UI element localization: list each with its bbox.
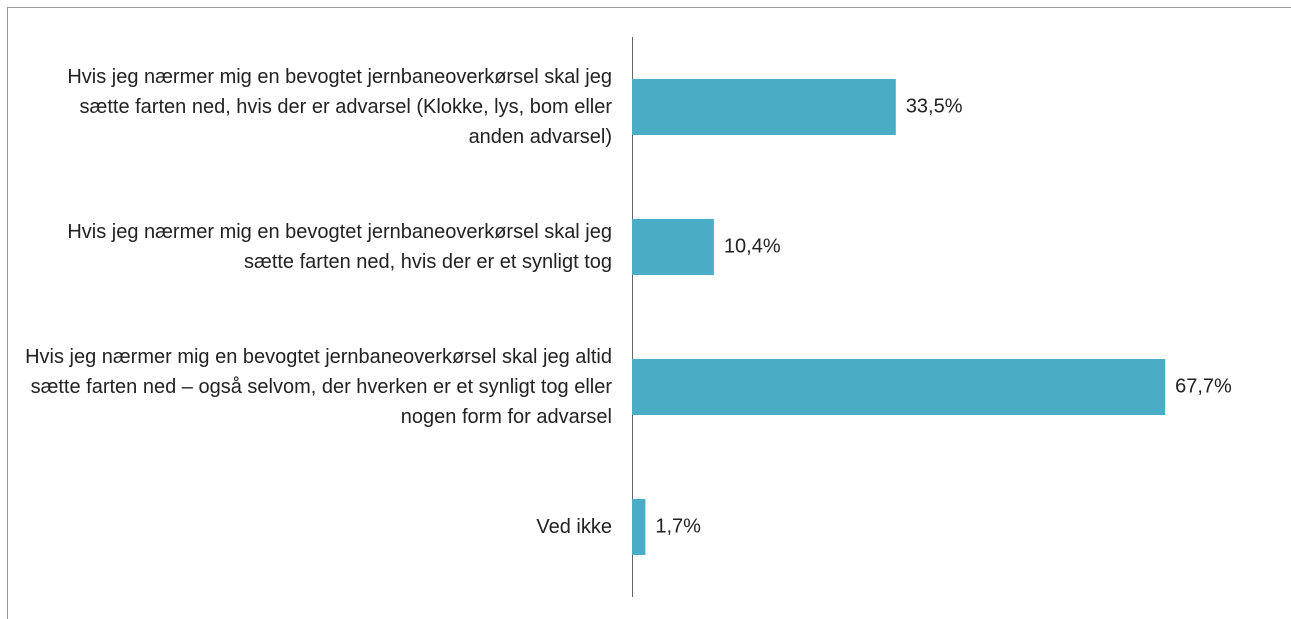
frame	[7, 7, 1291, 619]
category-label: Hvis jeg nærmer mig en bevogtet jernbane…	[67, 66, 612, 148]
bar	[632, 219, 714, 275]
bar	[632, 359, 1166, 415]
category-label: Hvis jeg nærmer mig en bevogtet jernbane…	[25, 346, 612, 428]
category-label: Ved ikke	[536, 516, 612, 538]
data-label: 10,4%	[724, 235, 781, 257]
bar	[632, 499, 646, 555]
category-label: Hvis jeg nærmer mig en bevogtet jernbane…	[67, 221, 612, 273]
data-label: 67,7%	[1175, 375, 1232, 397]
data-label: 33,5%	[906, 95, 963, 117]
data-label: 1,7%	[655, 515, 701, 537]
bar	[632, 79, 896, 135]
